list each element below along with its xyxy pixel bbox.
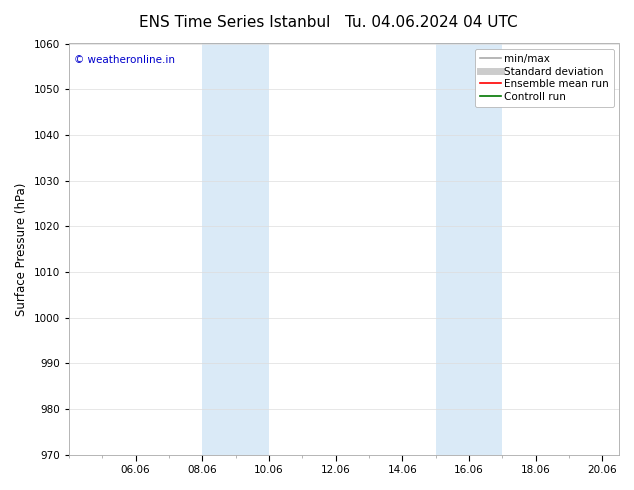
Text: © weatheronline.in: © weatheronline.in bbox=[74, 55, 175, 65]
Text: ENS Time Series Istanbul: ENS Time Series Istanbul bbox=[139, 15, 330, 30]
Text: Tu. 04.06.2024 04 UTC: Tu. 04.06.2024 04 UTC bbox=[345, 15, 517, 30]
Legend: min/max, Standard deviation, Ensemble mean run, Controll run: min/max, Standard deviation, Ensemble me… bbox=[475, 49, 614, 107]
Bar bbox=[202, 44, 269, 455]
Y-axis label: Surface Pressure (hPa): Surface Pressure (hPa) bbox=[15, 182, 28, 316]
Bar bbox=[436, 44, 502, 455]
